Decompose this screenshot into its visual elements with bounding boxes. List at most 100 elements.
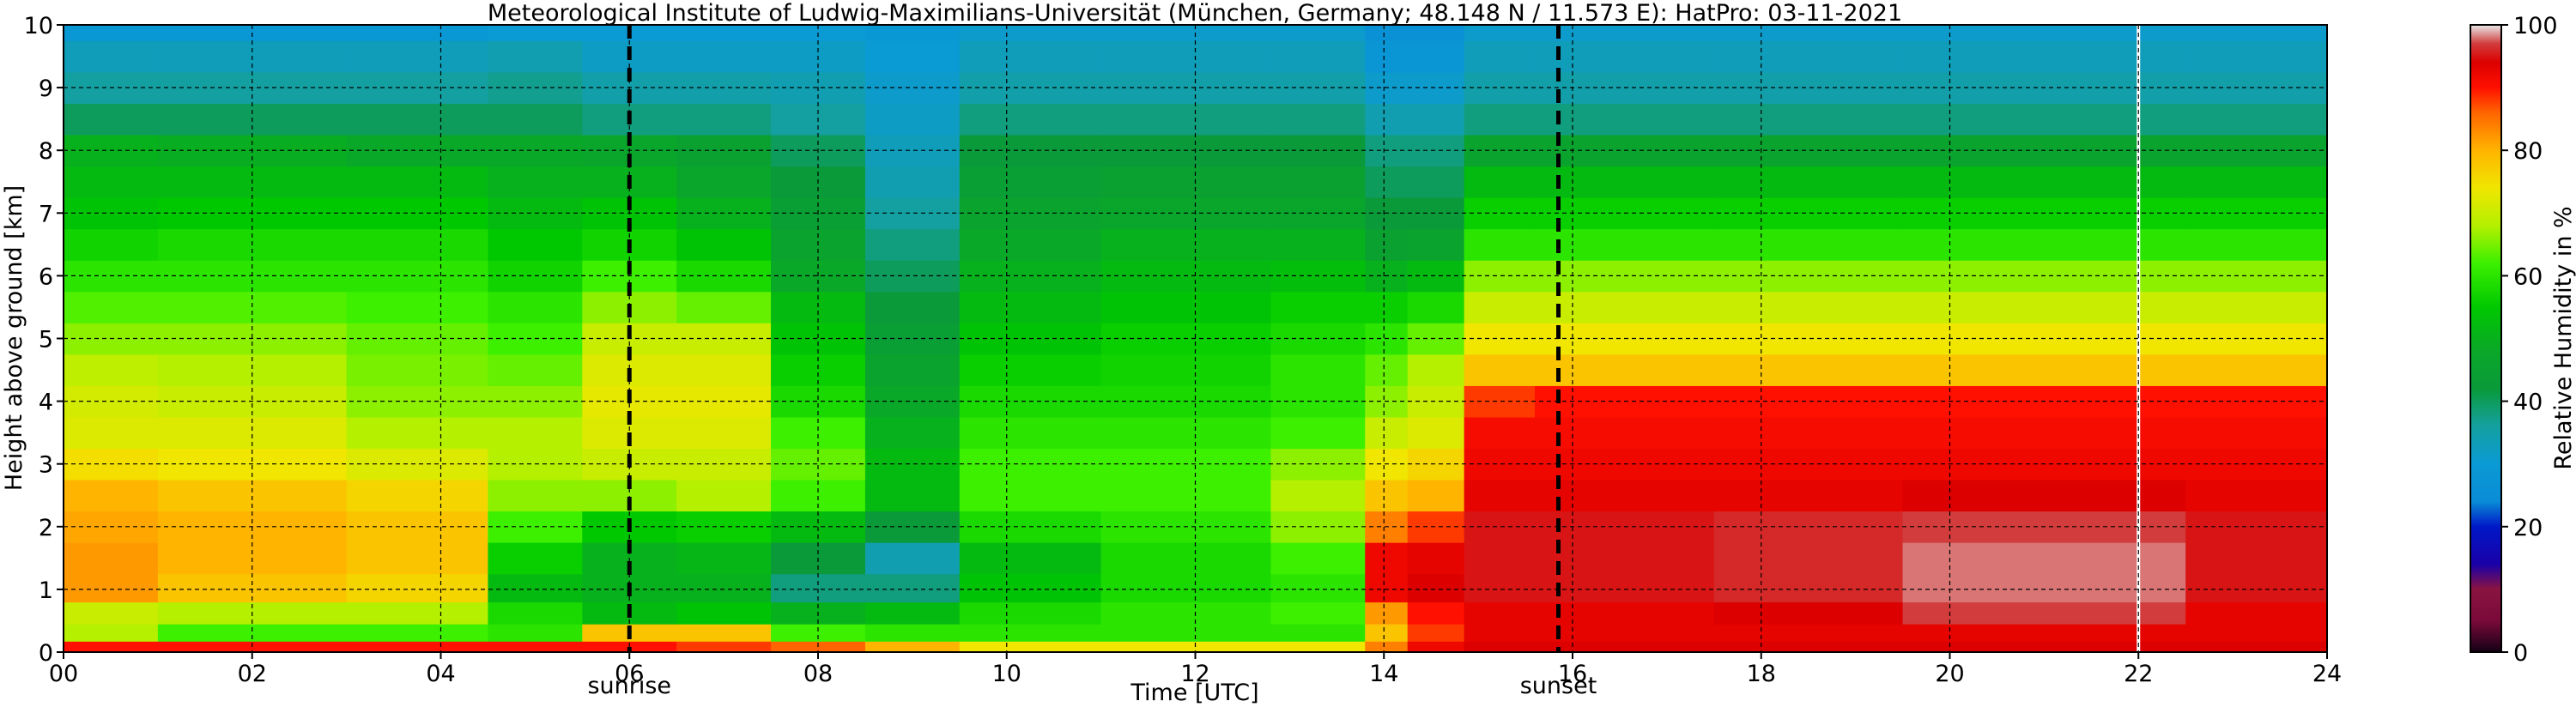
heatmap-cell: [1407, 25, 1465, 41]
heatmap-cell: [1535, 228, 1715, 261]
data-gap-line: [2137, 25, 2141, 652]
heatmap-cell: [959, 291, 1102, 323]
heatmap-cell: [1464, 641, 1536, 653]
heatmap-cell: [2185, 103, 2328, 136]
heatmap-cell: [488, 479, 583, 512]
heatmap-cell: [1100, 40, 1271, 73]
heatmap-cell: [1100, 479, 1271, 512]
heatmap-cell: [1270, 479, 1366, 512]
heatmap-cell: [346, 197, 489, 230]
heatmap-cell: [346, 323, 489, 355]
colorbar-tick-label: 40: [2513, 390, 2543, 416]
heatmap-cell: [1100, 166, 1271, 198]
heatmap-cell: [1100, 573, 1271, 603]
heatmap-cell: [1407, 416, 1465, 450]
heatmap-cell: [1365, 641, 1409, 653]
heatmap-cell: [346, 103, 489, 136]
heatmap-cell: [488, 542, 583, 575]
heatmap-cell: [1365, 354, 1409, 386]
heatmap-cell: [1997, 103, 2186, 136]
colorbar-tick-label: 20: [2513, 515, 2543, 541]
y-tick-label: 0: [39, 640, 53, 667]
heatmap-cell: [2185, 641, 2328, 653]
heatmap-cell: [1464, 166, 1536, 198]
heatmap-cell: [1407, 40, 1465, 73]
heatmap-cell: [1270, 228, 1366, 261]
heatmap-cell: [1100, 601, 1271, 625]
x-tick-label: 20: [1935, 661, 1964, 687]
heatmap-cell: [676, 641, 772, 653]
y-tick-label: 1: [39, 577, 53, 604]
heatmap-cell: [488, 416, 583, 450]
heatmap-cell: [488, 641, 583, 653]
heatmap-cell: [1997, 291, 2186, 323]
heatmap-cell: [346, 641, 489, 653]
heatmap-cell: [1407, 291, 1465, 323]
heatmap-cell: [1997, 601, 2186, 625]
heatmap-cell: [1713, 641, 1904, 653]
heatmap-cell: [1464, 228, 1536, 261]
heatmap-cell: [346, 228, 489, 261]
y-axis-label: Height above ground [km]: [1, 185, 27, 491]
heatmap-cell: [1535, 166, 1715, 198]
y-tick-label: 6: [39, 263, 53, 290]
heatmap-cell: [1535, 291, 1715, 323]
heatmap-cell: [1407, 573, 1465, 603]
colorbar-tick-label: 60: [2513, 263, 2543, 290]
heatmap-cell: [1464, 573, 1536, 603]
heatmap-cell: [864, 624, 961, 642]
heatmap-cell: [488, 25, 583, 41]
heatmap-cell: [1464, 354, 1536, 386]
heatmap-cell: [1902, 624, 1998, 642]
heatmap-cell: [1464, 511, 1536, 543]
heatmap-cell: [1270, 40, 1366, 73]
heatmap-cell: [64, 40, 159, 73]
heatmap-cell: [959, 542, 1102, 575]
heatmap-cell: [1997, 25, 2186, 41]
heatmap-cell: [1270, 542, 1366, 575]
heatmap-cell: [864, 166, 961, 198]
colorbar-ticks: 0 20 40 60 80 100: [2501, 13, 2558, 667]
colorbar-tick-label: 0: [2513, 640, 2528, 667]
heatmap-cell: [1997, 166, 2186, 198]
heatmap-cell: [1100, 103, 1271, 136]
heatmap-cell: [2185, 291, 2328, 323]
heatmap-cell: [959, 103, 1102, 136]
heatmap-cell: [1100, 624, 1271, 642]
heatmap-cell: [346, 291, 489, 323]
heatmap-cell: [1365, 291, 1409, 323]
heatmap-cell: [1365, 416, 1409, 450]
y-tick-label: 2: [39, 515, 53, 541]
y-tick-label: 5: [39, 327, 53, 354]
heatmap-cell: [1713, 416, 1904, 450]
heatmap-cell: [488, 103, 583, 136]
heatmap-cell: [157, 624, 348, 642]
y-axis: 0 1 2 3 4 5 6 7 8 9 10: [24, 13, 64, 667]
heatmap-cell: [346, 354, 489, 386]
heatmap-cell: [1464, 134, 1536, 167]
heatmap-cell: [2185, 25, 2328, 41]
heatmap-cell: [346, 416, 489, 450]
heatmap-cell: [1365, 166, 1409, 198]
y-tick-label: 4: [39, 390, 53, 416]
heatmap-cell: [676, 228, 772, 261]
heatmap-cell: [488, 166, 583, 198]
x-axis-label: Time [UTC]: [1130, 680, 1258, 706]
heatmap-cell: [1365, 624, 1409, 642]
heatmap-cell: [64, 641, 159, 653]
heatmap-cell: [1997, 228, 2186, 261]
heatmap-cell: [346, 624, 489, 642]
heatmap-cell: [1270, 416, 1366, 450]
heatmap-cell: [2185, 416, 2328, 450]
heatmap-cell: [346, 601, 489, 625]
heatmap-cell: [676, 40, 772, 73]
heatmap-cell: [959, 228, 1102, 261]
heatmap-cell: [64, 354, 159, 386]
heatmap-cell: [864, 416, 961, 450]
heatmap-cell: [676, 25, 772, 41]
colorbar-fill: [2470, 24, 2502, 653]
heatmap-cell: [64, 228, 159, 261]
heatmap-cell: [959, 40, 1102, 73]
heatmap-cell: [64, 166, 159, 198]
